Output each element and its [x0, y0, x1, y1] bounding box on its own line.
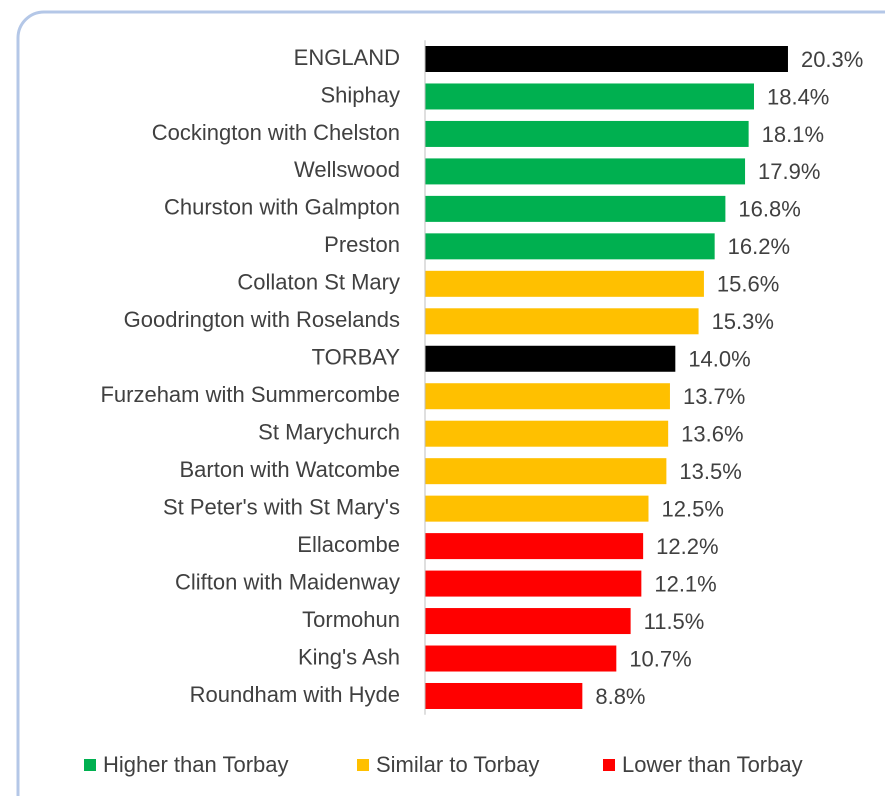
- bar: [425, 608, 631, 635]
- value-label: 10.7%: [629, 646, 691, 671]
- bar: [425, 46, 788, 72]
- category-label: Barton with Watcombe: [180, 457, 401, 482]
- bar: [425, 158, 746, 185]
- legend-swatch: [357, 759, 369, 771]
- category-label: St Peter's with St Mary's: [163, 494, 400, 519]
- value-label: 17.9%: [758, 159, 820, 184]
- bar: [425, 533, 644, 560]
- bar: [425, 233, 715, 260]
- bar: [425, 570, 642, 597]
- bar: [425, 682, 583, 709]
- category-label: Churston with Galmpton: [164, 195, 400, 220]
- value-label: 14.0%: [688, 347, 750, 372]
- category-label: Goodrington with Roselands: [124, 307, 400, 332]
- value-label: 15.3%: [712, 309, 774, 334]
- category-label: ENGLAND: [294, 45, 400, 70]
- category-label: Tormohun: [302, 607, 400, 632]
- value-label: 15.6%: [717, 272, 779, 297]
- value-label: 18.4%: [767, 84, 829, 109]
- category-label: Ellacombe: [297, 532, 400, 557]
- category-label: Clifton with Maidenway: [175, 569, 400, 594]
- category-label: King's Ash: [298, 644, 400, 669]
- legend-label: Higher than Torbay: [103, 752, 289, 777]
- category-label: Roundham with Hyde: [190, 682, 400, 707]
- bar: [425, 458, 667, 485]
- bar: [425, 495, 649, 522]
- category-label: Wellswood: [294, 157, 400, 182]
- legend-label: Lower than Torbay: [622, 752, 803, 777]
- value-label: 13.6%: [681, 422, 743, 447]
- value-label: 16.8%: [738, 197, 800, 222]
- bar: [425, 420, 669, 447]
- bar: [425, 308, 699, 335]
- category-label: Shiphay: [320, 82, 400, 107]
- legend-swatch: [84, 759, 96, 771]
- value-label: 20.3%: [801, 47, 863, 72]
- value-label: 13.5%: [679, 459, 741, 484]
- value-label: 18.1%: [762, 122, 824, 147]
- value-label: 12.1%: [654, 571, 716, 596]
- category-label: St Marychurch: [258, 420, 400, 445]
- value-label: 13.7%: [683, 384, 745, 409]
- legend-swatch: [603, 759, 615, 771]
- bar: [425, 383, 670, 410]
- bar: [425, 645, 617, 672]
- category-label: Collaton St Mary: [237, 270, 400, 295]
- value-label: 12.5%: [662, 496, 724, 521]
- category-label: Preston: [324, 232, 400, 257]
- bar: [425, 345, 676, 372]
- frame: [16, 10, 885, 796]
- bar: [425, 83, 754, 110]
- bar: [425, 120, 749, 147]
- category-label: Cockington with Chelston: [152, 120, 400, 145]
- bar: [425, 270, 704, 297]
- value-label: 16.2%: [728, 234, 790, 259]
- category-label: Furzeham with Summercombe: [100, 382, 400, 407]
- value-label: 8.8%: [595, 684, 645, 709]
- bar: [425, 195, 726, 222]
- value-label: 11.5%: [644, 609, 705, 634]
- value-label: 12.2%: [656, 534, 718, 559]
- category-label: TORBAY: [312, 345, 401, 370]
- legend-label: Similar to Torbay: [376, 752, 539, 777]
